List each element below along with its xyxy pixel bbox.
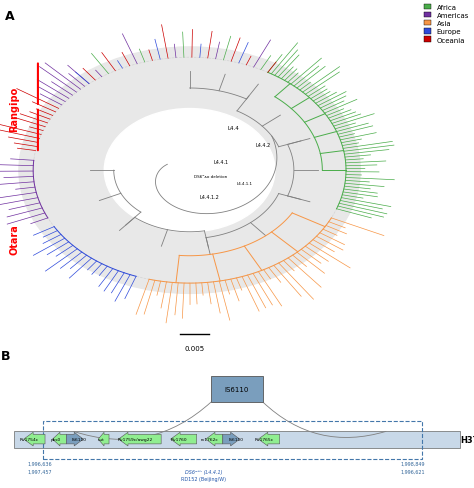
Text: 0.005: 0.005	[184, 345, 204, 351]
Text: cut: cut	[97, 437, 104, 441]
Text: 1,998,849: 1,998,849	[400, 461, 425, 466]
FancyArrow shape	[24, 432, 45, 446]
Circle shape	[104, 109, 275, 232]
Text: Rv1760: Rv1760	[171, 437, 187, 441]
FancyArrow shape	[171, 432, 197, 446]
Text: pks0: pks0	[51, 437, 61, 441]
Text: L4.4.2: L4.4.2	[256, 143, 271, 148]
Text: L4.4: L4.4	[228, 126, 239, 131]
FancyArrow shape	[118, 432, 161, 446]
Text: Rv1754c: Rv1754c	[20, 437, 39, 441]
Text: Rv1765c: Rv1765c	[255, 437, 274, 441]
Text: 1,997,457: 1,997,457	[28, 468, 53, 473]
Text: L4.4.1.2: L4.4.1.2	[199, 194, 219, 199]
Text: rv1762c: rv1762c	[201, 437, 219, 441]
Text: IS6110: IS6110	[225, 386, 249, 392]
Legend: Africa, Americas, Asia, Europe, Oceania: Africa, Americas, Asia, Europe, Oceania	[423, 3, 471, 45]
Text: A: A	[5, 10, 14, 23]
Text: DS6ᴳᴮˡˢ (L4.4.1): DS6ᴳᴮˡˢ (L4.4.1)	[185, 469, 223, 474]
FancyArrow shape	[66, 432, 83, 446]
Circle shape	[19, 48, 360, 294]
Text: B: B	[0, 349, 10, 362]
Text: Rangipo: Rangipo	[9, 87, 19, 132]
Text: 1,996,621: 1,996,621	[400, 468, 425, 473]
Text: RD152 (Beijing/W): RD152 (Beijing/W)	[182, 476, 226, 481]
Text: DS6ᴳᴀᴏ deletion: DS6ᴳᴀᴏ deletion	[194, 175, 228, 179]
Text: 1,996,636: 1,996,636	[28, 461, 53, 466]
Text: IS6110: IS6110	[228, 437, 243, 441]
FancyBboxPatch shape	[14, 431, 460, 448]
Text: L4.4.1.1: L4.4.1.1	[237, 182, 253, 185]
Text: Rv1759c/awg22: Rv1759c/awg22	[118, 437, 153, 441]
FancyArrow shape	[206, 432, 223, 446]
FancyArrow shape	[223, 432, 240, 446]
FancyArrow shape	[53, 432, 66, 446]
Text: L4.4.1: L4.4.1	[213, 160, 228, 165]
FancyArrow shape	[98, 432, 109, 446]
FancyBboxPatch shape	[211, 376, 263, 403]
Text: Otara: Otara	[9, 224, 19, 254]
Text: H37Rv: H37Rv	[460, 435, 474, 444]
FancyArrow shape	[258, 432, 280, 446]
Text: IS6110: IS6110	[72, 437, 87, 441]
